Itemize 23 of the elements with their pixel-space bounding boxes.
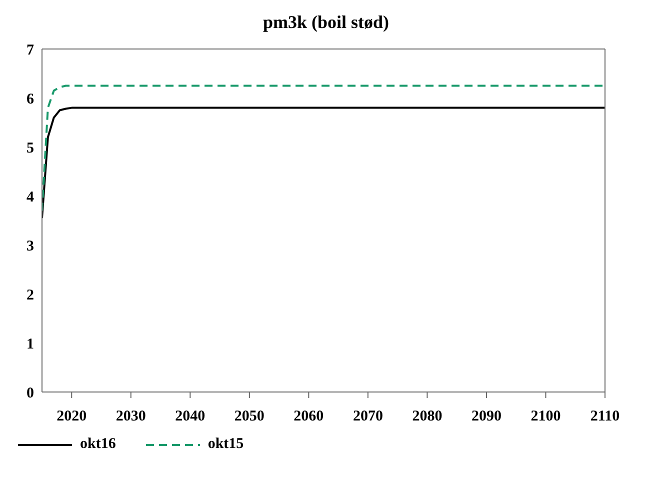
x-tick-label: 2100 (530, 408, 561, 425)
x-tick-label: 2030 (116, 408, 146, 425)
x-tick-label: 2110 (590, 408, 620, 425)
y-tick-label: 4 (26, 189, 34, 206)
line-series (42, 106, 605, 220)
x-tick-label: 2060 (294, 408, 324, 425)
y-tick-label: 5 (26, 140, 34, 156)
chart-title: pm3k (boil stød) (262, 12, 390, 34)
legend-label: okt15 (208, 436, 244, 453)
y-tick-label: 2 (26, 287, 34, 304)
y-tick-label: 6 (26, 91, 34, 108)
x-tick-label: 2070 (352, 408, 383, 425)
x-tick-label: 2040 (175, 408, 206, 425)
y-tick-label: 0 (26, 385, 34, 402)
y-tick-label: 1 (26, 336, 34, 352)
legend-label: okt16 (80, 436, 116, 453)
y-tick-label: 3 (26, 238, 34, 254)
x-tick-label: 2050 (234, 408, 264, 425)
line-series (42, 84, 605, 212)
x-tick-label: 2020 (56, 408, 87, 425)
x-tick-label: 2090 (471, 408, 502, 425)
y-tick-label: 7 (26, 42, 34, 58)
x-tick-label: 2080 (412, 408, 442, 425)
